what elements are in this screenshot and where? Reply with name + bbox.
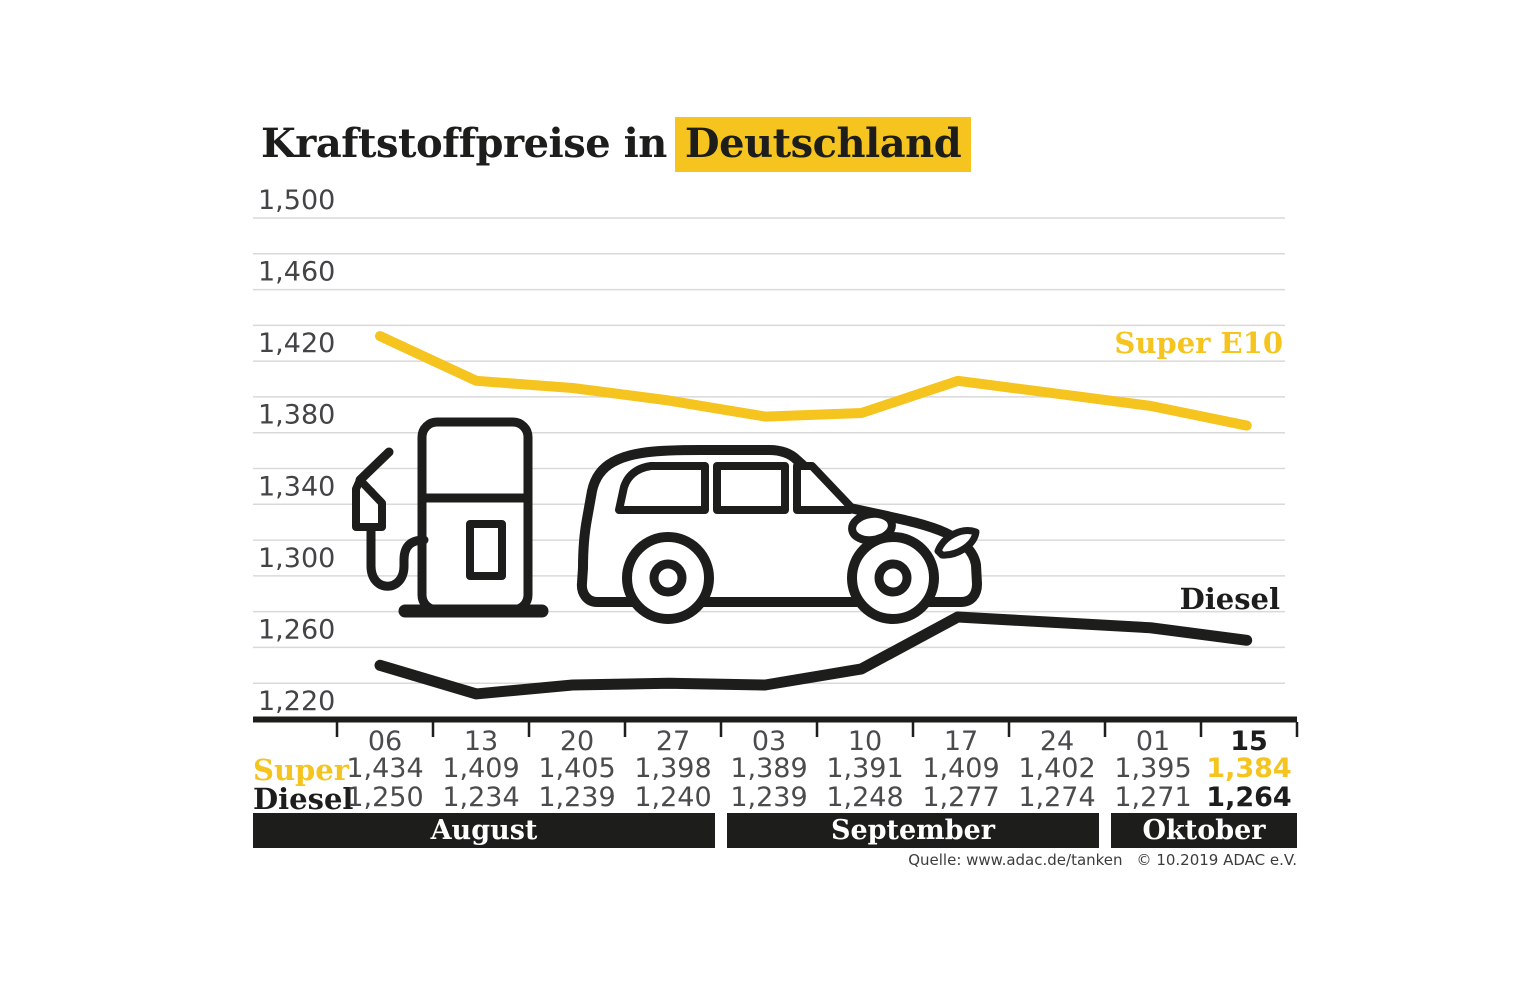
super-row-label: Super (253, 753, 350, 787)
source-copyright: © 10.2019 ADAC e.V. (1136, 851, 1297, 869)
car-icon (576, 445, 982, 624)
y-axis-label: 1,340 (258, 471, 335, 502)
y-axis-label: 1,260 (258, 614, 335, 645)
diesel-price-value: 1,264 (1206, 782, 1292, 813)
super-price-value: 1,434 (346, 753, 424, 784)
diesel-price-value: 1,271 (1114, 782, 1192, 813)
diesel-price-value: 1,277 (922, 782, 1000, 813)
super-price-value: 1,409 (442, 753, 520, 784)
date-label: 17 (943, 726, 979, 757)
diesel-price-value: 1,248 (826, 782, 904, 813)
date-label: 15 (1230, 726, 1268, 757)
month-band-september: September (727, 813, 1099, 848)
x-axis (253, 716, 1299, 737)
title-highlight: Deutschland (674, 117, 972, 172)
title-text: Kraftstoffpreise in (261, 120, 667, 167)
super-price-value: 1,391 (826, 753, 904, 784)
date-label: 01 (1135, 726, 1171, 757)
y-axis-label: 1,380 (258, 400, 335, 431)
page-title: Kraftstoffpreise in Deutschland (261, 117, 972, 172)
y-axis-label: 1,420 (258, 328, 335, 359)
fuel-pump-icon (352, 417, 549, 618)
super-e10-line (375, 331, 1252, 431)
diesel-values-row: 1,250 1,234 1,239 1,240 1,239 1,248 1,277 1,274… (0, 782, 1534, 814)
month-band-oktober: Oktober (1111, 813, 1297, 848)
y-axis-label: 1,460 (258, 257, 335, 288)
y-axis-label: 1,220 (258, 686, 335, 717)
legend-super-e10: Super E10 (1114, 326, 1283, 360)
price-lines (374, 331, 1253, 700)
diesel-price-value: 1,234 (442, 782, 520, 813)
super-price-value: 1,389 (730, 753, 808, 784)
diesel-price-value: 1,239 (538, 782, 616, 813)
diesel-price-value: 1,274 (1018, 782, 1096, 813)
date-label: 06 (367, 726, 403, 757)
diesel-price-value: 1,240 (634, 782, 712, 813)
date-axis-row: 06 13 20 27 03 10 17 24 01 15 (0, 726, 1534, 758)
super-price-value: 1,405 (538, 753, 616, 784)
super-price-value: 1,402 (1018, 753, 1096, 784)
diesel-price-value: 1,239 (730, 782, 808, 813)
super-price-value: 1,409 (922, 753, 1000, 784)
date-label: 20 (559, 726, 595, 757)
date-label: 24 (1039, 726, 1075, 757)
date-label: 27 (655, 726, 691, 757)
diesel-row-label: Diesel (253, 782, 354, 816)
month-band-august: August (253, 813, 715, 848)
diesel-line (374, 611, 1253, 700)
super-price-value: 1,384 (1206, 753, 1292, 784)
y-axis-labels: 1,220 1,260 1,300 1,340 1,380 1,420 1,460 1,500 (258, 185, 335, 717)
date-label: 10 (847, 726, 883, 757)
date-label: 03 (751, 726, 787, 757)
source-note: Quelle: www.adac.de/tanken © 10.2019 ADAC… (697, 851, 1297, 869)
diesel-price-value: 1,250 (346, 782, 424, 813)
legend-diesel: Diesel (1179, 582, 1280, 616)
date-label: 13 (463, 726, 499, 757)
super-values-row: 1,434 1,409 1,405 1,398 1,389 1,391 1,409 1,402… (0, 753, 1534, 785)
super-price-value: 1,398 (634, 753, 712, 784)
y-axis-label: 1,500 (258, 185, 335, 216)
source-url: Quelle: www.adac.de/tanken (908, 851, 1123, 869)
super-price-value: 1,395 (1114, 753, 1192, 784)
y-axis-label: 1,300 (258, 543, 335, 574)
